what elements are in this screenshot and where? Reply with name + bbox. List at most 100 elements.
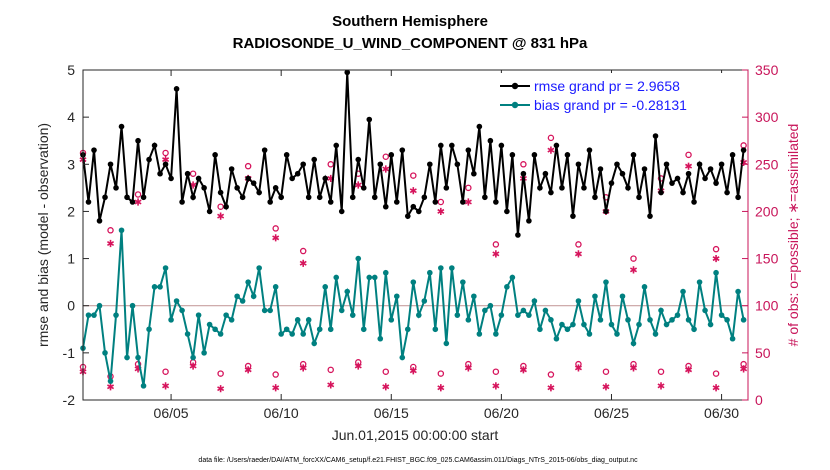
obs-assimilated-marker — [464, 198, 472, 206]
x-tick-label: 06/25 — [594, 405, 629, 421]
point-bias — [146, 326, 152, 333]
point-bias — [581, 321, 587, 328]
point-rmse — [608, 180, 615, 186]
point-rmse — [592, 194, 598, 201]
point-bias — [223, 312, 229, 318]
obs-possible-marker — [712, 245, 720, 253]
point-bias — [316, 326, 323, 333]
point-bias — [234, 293, 240, 300]
point-bias — [102, 350, 108, 356]
point-rmse — [564, 152, 571, 158]
point-rmse — [702, 175, 708, 182]
point-bias — [272, 284, 279, 290]
point-bias — [85, 312, 92, 318]
point-rmse — [272, 185, 279, 191]
point-rmse — [283, 152, 290, 158]
point-bias — [509, 274, 516, 281]
point-rmse — [515, 232, 521, 238]
obs-assimilated-marker — [712, 254, 720, 263]
point-bias — [228, 317, 235, 323]
point-bias — [179, 307, 185, 314]
obs-assimilated-marker — [657, 382, 665, 390]
point-rmse — [239, 194, 246, 201]
legend-marker-bias — [511, 101, 519, 109]
obs-possible-marker — [547, 134, 555, 142]
point-rmse — [443, 185, 450, 191]
obs-assimilated-marker — [629, 266, 638, 274]
obs-assimilated-marker — [685, 162, 693, 170]
point-bias — [608, 321, 615, 328]
point-rmse — [168, 175, 174, 182]
obs-assimilated-marker — [299, 259, 307, 267]
obs-assimilated-marker — [272, 234, 280, 242]
point-bias — [685, 317, 692, 323]
point-rmse — [404, 213, 411, 219]
point-bias — [592, 293, 598, 300]
y-right-axis-label: # of obs: o=possible; ∗=assimilated — [785, 124, 801, 347]
point-rmse — [118, 123, 125, 130]
point-rmse — [542, 170, 549, 177]
point-bias — [333, 274, 340, 281]
y-right-tick-label: 350 — [755, 62, 779, 78]
obs-assimilated-marker — [602, 383, 610, 391]
point-bias — [696, 279, 703, 285]
x-tick-label: 06/15 — [374, 405, 409, 421]
obs-assimilated-marker — [685, 366, 693, 374]
point-bias — [707, 321, 714, 328]
point-bias — [157, 284, 163, 290]
obs-possible-marker — [437, 370, 445, 377]
y-left-axis-label: rmse and bias (model - observation) — [35, 123, 51, 347]
obs-possible-marker — [575, 241, 582, 248]
point-bias — [559, 321, 565, 328]
point-rmse — [575, 161, 582, 168]
point-rmse — [685, 170, 692, 177]
point-rmse — [652, 133, 659, 139]
obs-possible-marker — [520, 161, 527, 168]
point-bias — [404, 326, 411, 333]
chart-title: Southern Hemisphere — [332, 13, 488, 30]
point-bias — [283, 326, 290, 333]
point-bias — [393, 293, 400, 300]
obs-assimilated-marker — [217, 385, 225, 393]
point-rmse — [250, 180, 257, 186]
point-rmse — [151, 142, 158, 149]
axis-ticks: 06/05 06/10 06/15 06/20 06/25 06/30 -2 -1 0 1 2 3 4 5… — [63, 62, 779, 421]
point-rmse — [636, 194, 642, 201]
point-bias — [570, 321, 576, 328]
legend-label-bias: bias grand pr = -0.28131 — [534, 97, 687, 113]
point-rmse — [85, 199, 92, 205]
legend-box — [492, 73, 744, 115]
obs-possible-marker — [299, 247, 307, 255]
x-tick-label: 06/20 — [484, 405, 519, 421]
point-rmse — [465, 147, 472, 153]
point-bias — [504, 284, 510, 290]
chart-subtitle: RADIOSONDE_U_WIND_COMPONENT @ 831 hPa — [233, 35, 588, 52]
point-bias — [338, 307, 345, 314]
point-bias — [278, 331, 284, 337]
point-bias — [487, 302, 494, 309]
point-rmse — [614, 161, 620, 168]
point-bias — [482, 307, 488, 314]
legend: rmse grand pr = 2.9658 bias grand pr = -… — [492, 73, 744, 115]
point-bias — [702, 307, 708, 314]
point-rmse — [349, 194, 356, 201]
point-rmse — [674, 175, 681, 182]
data-file-footnote: data file: /Users/raeder/DAI/ATM_forcXX/… — [198, 457, 638, 464]
obs-count-markers — [79, 134, 748, 393]
point-rmse — [102, 194, 108, 201]
point-bias — [96, 302, 103, 309]
point-rmse — [509, 152, 516, 158]
x-tick-label: 06/05 — [154, 405, 189, 421]
point-rmse — [498, 142, 505, 149]
point-rmse — [460, 199, 466, 205]
point-bias — [421, 298, 428, 304]
obs-possible-marker — [602, 368, 610, 375]
point-rmse — [371, 194, 378, 201]
point-bias — [322, 284, 329, 290]
y-right-tick-label: 50 — [755, 345, 771, 361]
point-rmse — [206, 208, 213, 215]
point-bias — [729, 335, 736, 342]
point-bias — [256, 265, 262, 271]
point-bias — [162, 265, 169, 271]
y-left-tick-label: 0 — [67, 298, 75, 314]
